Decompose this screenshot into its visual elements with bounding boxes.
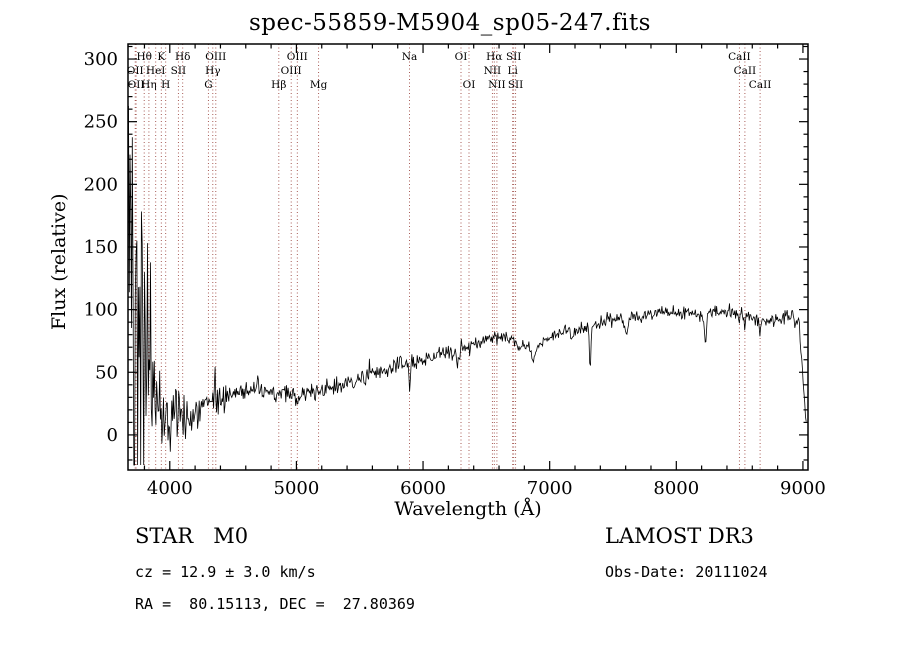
axis-ticks [128,44,808,470]
svg-text:Na: Na [402,51,417,63]
cz-value: cz = 12.9 ± 3.0 km/s [135,563,316,581]
object-class-label: STAR M0 [135,524,249,548]
svg-text:150: 150 [84,237,118,258]
svg-text:OI: OI [455,51,468,63]
ra-dec-value: RA = 80.15113, DEC = 27.80369 [135,595,415,613]
plot-title: spec-55859-M5904_sp05-247.fits [248,10,651,36]
svg-text:OII: OII [127,65,144,77]
svg-text:CaII: CaII [734,65,757,77]
line-marker-labels: OIIOIIHθHηHeIKHSIIHδGHγOIIIHβOIIIOIIIMgN… [127,51,772,91]
svg-text:CaII: CaII [728,51,751,63]
svg-text:OI: OI [463,79,476,91]
svg-text:OIII: OIII [287,51,308,63]
svg-text:250: 250 [84,112,118,133]
svg-text:Hθ: Hθ [136,51,151,63]
svg-text:9000: 9000 [780,478,826,499]
survey-label: LAMOST DR3 [605,524,754,548]
svg-text:Hβ: Hβ [271,79,286,91]
svg-text:6000: 6000 [400,478,446,499]
spectrum-line [128,105,807,466]
y-tick-labels: 0 50 100 150 200 250 300 [84,49,118,446]
svg-text:G: G [204,79,212,91]
svg-text:Li: Li [508,65,519,77]
x-tick-labels: 4000 5000 6000 7000 8000 9000 [147,478,826,499]
svg-text:300: 300 [84,49,118,70]
svg-text:NII: NII [484,65,501,77]
svg-text:SII: SII [171,65,187,77]
svg-text:SII: SII [508,79,524,91]
obs-date-value: Obs-Date: 20111024 [605,563,768,581]
svg-text:Hδ: Hδ [175,51,190,63]
svg-text:4000: 4000 [147,478,193,499]
line-markers [134,44,761,470]
svg-text:HeI: HeI [146,65,166,77]
x-axis-label: Wavelength (Å) [394,498,542,520]
svg-text:Mg: Mg [310,79,328,91]
svg-text:7000: 7000 [527,478,573,499]
svg-text:H: H [161,79,170,91]
svg-text:Hα: Hα [486,51,502,63]
svg-text:5000: 5000 [274,478,320,499]
svg-text:200: 200 [84,174,118,195]
svg-text:OII: OII [128,79,145,91]
svg-text:Hγ: Hγ [205,65,220,77]
svg-text:100: 100 [84,300,118,321]
svg-text:NII: NII [488,79,505,91]
svg-text:8000: 8000 [653,478,699,499]
svg-text:CaII: CaII [749,79,772,91]
plot-border [127,43,809,471]
svg-text:OIII: OIII [205,51,226,63]
y-axis-label: Flux (relative) [48,193,70,331]
svg-text:50: 50 [95,362,118,383]
svg-text:SII: SII [506,51,522,63]
svg-text:K: K [157,51,165,63]
svg-text:Hη: Hη [141,79,156,91]
svg-text:0: 0 [107,425,118,446]
svg-text:OIII: OIII [281,65,302,77]
